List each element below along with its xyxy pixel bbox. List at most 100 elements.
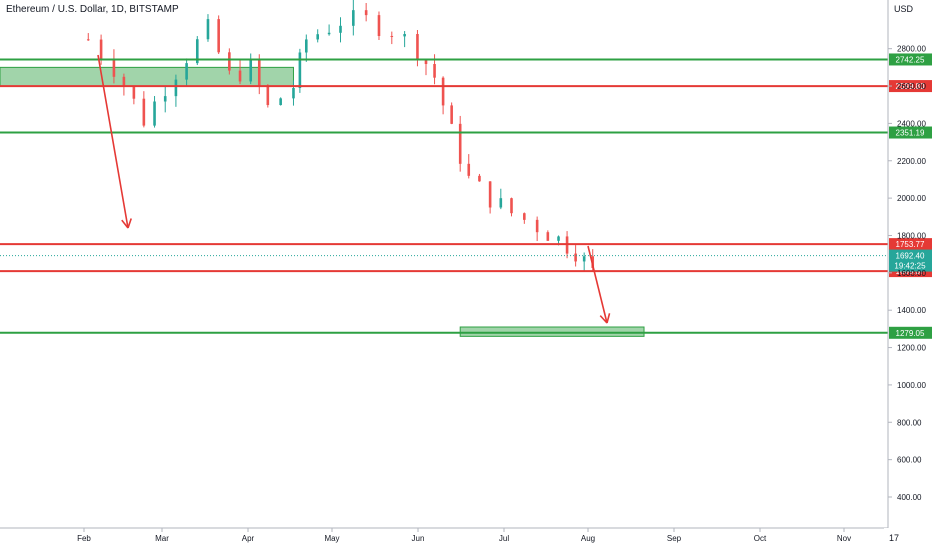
candle-body <box>316 34 319 40</box>
candlestick-series <box>86 0 595 272</box>
y-tick-label: 1600.00 <box>897 269 926 278</box>
candle-body <box>185 63 188 80</box>
candle-body <box>298 52 302 89</box>
y-tick-label: 1000.00 <box>897 381 926 390</box>
price-level-label: 2351.19 <box>896 129 925 138</box>
price-level-label: 1279.05 <box>896 329 925 338</box>
candle-body <box>416 34 419 60</box>
candle-body <box>352 10 355 26</box>
horizontal-levels: 2742.25 2599.80 2351.19 1753.77 1609.37 1279.… <box>0 53 932 339</box>
candle-body <box>249 58 253 82</box>
y-tick-label: 400.00 <box>897 493 922 502</box>
x-tick-label: Aug <box>581 534 595 543</box>
candle-body <box>450 105 453 124</box>
x-tick-label: Oct <box>754 534 767 543</box>
candle-body <box>112 59 116 77</box>
last-price-label: 1692.40 <box>896 252 925 261</box>
price-level-label: 2742.25 <box>896 55 925 64</box>
logo-backdrop <box>884 528 932 550</box>
price-level-tag <box>889 80 932 93</box>
y-tick-label: 600.00 <box>897 456 922 465</box>
support-zone <box>459 326 645 337</box>
candle-body <box>582 256 586 262</box>
x-tick-label: May <box>324 534 339 543</box>
candle-body <box>377 15 381 36</box>
candle-body <box>228 52 231 71</box>
candle-body <box>488 181 492 208</box>
candle-body <box>546 232 550 241</box>
candle-body <box>535 219 539 233</box>
candle-body <box>163 96 167 102</box>
down-arrow-right-head <box>599 315 608 324</box>
candle-body <box>424 59 428 65</box>
y-tick-label: 2800.00 <box>897 45 926 54</box>
x-tick-label: Feb <box>77 534 91 543</box>
candle-body <box>339 25 342 33</box>
last-price-tag <box>889 249 932 272</box>
candle-body <box>478 175 481 182</box>
support-resistance-zones <box>0 66 645 337</box>
candle-body <box>403 34 406 37</box>
down-arrow-right-head <box>606 313 611 324</box>
candle-body <box>132 86 136 99</box>
candle-body <box>122 76 126 87</box>
candle-body <box>523 213 526 220</box>
x-tick-label: Apr <box>242 534 255 543</box>
x-tick-label: Sep <box>667 534 682 543</box>
price-level-tag <box>889 53 932 66</box>
candle-body <box>142 98 146 126</box>
price-level-label: 2599.80 <box>896 82 925 91</box>
y-tick-label: 800.00 <box>897 418 922 427</box>
candle-body <box>174 79 178 97</box>
y-tick-label: 2200.00 <box>897 157 926 166</box>
candle-body <box>499 198 503 208</box>
candle-body <box>99 39 103 60</box>
price-level-label: 1609.37 <box>896 267 925 276</box>
down-arrow-left-head <box>121 219 129 229</box>
candle-body <box>433 64 436 78</box>
candle-body <box>467 163 471 176</box>
price-level-label: 1753.77 <box>896 240 925 249</box>
currency-label: USD <box>894 4 914 14</box>
y-tick-label: 1400.00 <box>897 306 926 315</box>
candle-body <box>305 39 308 53</box>
candle-body <box>206 19 210 40</box>
down-arrow-right <box>587 245 608 324</box>
chart-title: Ethereum / U.S. Dollar, 1D, BITSTAMP <box>6 4 179 15</box>
candle-body <box>217 19 220 53</box>
countdown-label: 19:42:25 <box>894 262 926 271</box>
candle-body <box>327 32 331 35</box>
tradingview-logo: 17 <box>889 533 900 543</box>
candle-body <box>390 35 394 37</box>
y-tick-label: 1200.00 <box>897 344 926 353</box>
candle-body <box>153 101 156 126</box>
y-tick-label: 2400.00 <box>897 119 926 128</box>
x-tick-label: Jun <box>412 534 425 543</box>
price-level-tag <box>889 126 932 139</box>
candle-body <box>266 85 270 106</box>
x-tick-label: Mar <box>155 534 169 543</box>
down-arrow-left-head <box>127 218 132 229</box>
y-tick-label: 2000.00 <box>897 194 926 203</box>
y-tick-label: 2600.00 <box>897 82 926 91</box>
candle-body <box>279 98 282 106</box>
candle-body <box>86 39 90 41</box>
candle-body <box>364 10 368 16</box>
price-level-tag <box>889 238 932 251</box>
down-arrow-left <box>97 54 129 229</box>
price-level-tag <box>889 326 932 339</box>
candle-body <box>557 236 560 241</box>
x-tick-label: Jul <box>499 534 509 543</box>
candle-body <box>510 198 513 214</box>
candle-body <box>257 58 261 86</box>
candle-body <box>195 39 199 64</box>
candle-body <box>574 253 577 262</box>
candle-body <box>441 77 445 106</box>
candle-body <box>458 123 462 164</box>
annotation-arrows <box>97 54 611 324</box>
y-tick-label: 1800.00 <box>897 231 926 240</box>
candle-body <box>292 88 295 99</box>
